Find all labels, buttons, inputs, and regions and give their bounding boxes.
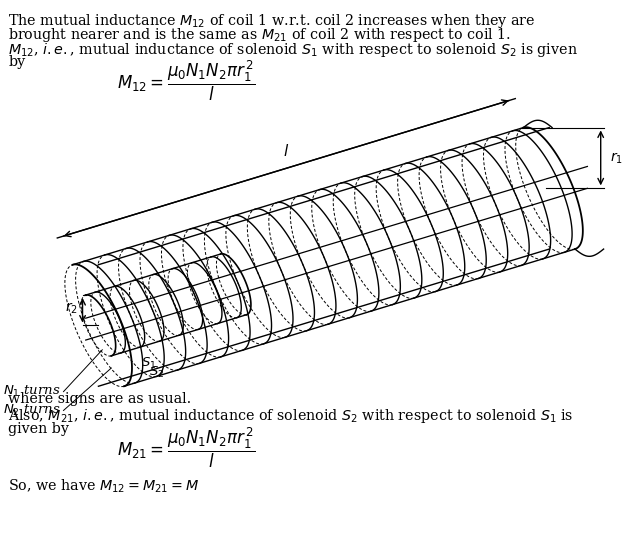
Text: $N_1$ turns: $N_1$ turns bbox=[3, 384, 60, 399]
Text: Also, $M_{21}$, $i.e.$, mutual inductance of solenoid $S_2$ with respect to sole: Also, $M_{21}$, $i.e.$, mutual inductanc… bbox=[8, 407, 573, 424]
Text: The mutual inductance $M_{12}$ of coil 1 w.r.t. coil 2 increases when they are: The mutual inductance $M_{12}$ of coil 1… bbox=[8, 12, 536, 30]
Text: $M_{21} = \dfrac{\mu_0 N_1 N_2 \pi r_1^{\,2}}{l}$: $M_{21} = \dfrac{\mu_0 N_1 N_2 \pi r_1^{… bbox=[117, 426, 257, 470]
Text: $r_2$: $r_2$ bbox=[65, 301, 77, 316]
Text: $S_2$: $S_2$ bbox=[149, 364, 164, 380]
Text: So, we have $M_{12} = M_{21} = M$: So, we have $M_{12} = M_{21} = M$ bbox=[8, 478, 199, 495]
Text: $r_1$: $r_1$ bbox=[610, 150, 623, 166]
Text: given by: given by bbox=[8, 422, 69, 436]
Text: by: by bbox=[8, 55, 25, 69]
Text: $M_{12}$, $i.e.$, mutual inductance of solenoid $S_1$ with respect to solenoid $: $M_{12}$, $i.e.$, mutual inductance of s… bbox=[8, 41, 578, 59]
Text: where signs are as usual.: where signs are as usual. bbox=[8, 392, 192, 406]
Text: $N_2$ turns: $N_2$ turns bbox=[3, 403, 60, 418]
Text: brought nearer and is the same as $M_{21}$ of coil 2 with respect to coil 1.: brought nearer and is the same as $M_{21… bbox=[8, 26, 511, 44]
Text: $l$: $l$ bbox=[283, 143, 290, 159]
Text: $S_1$: $S_1$ bbox=[141, 356, 156, 371]
Text: $M_{12} = \dfrac{\mu_0 N_1 N_2 \pi r_1^{\,2}}{l}$: $M_{12} = \dfrac{\mu_0 N_1 N_2 \pi r_1^{… bbox=[117, 59, 257, 103]
